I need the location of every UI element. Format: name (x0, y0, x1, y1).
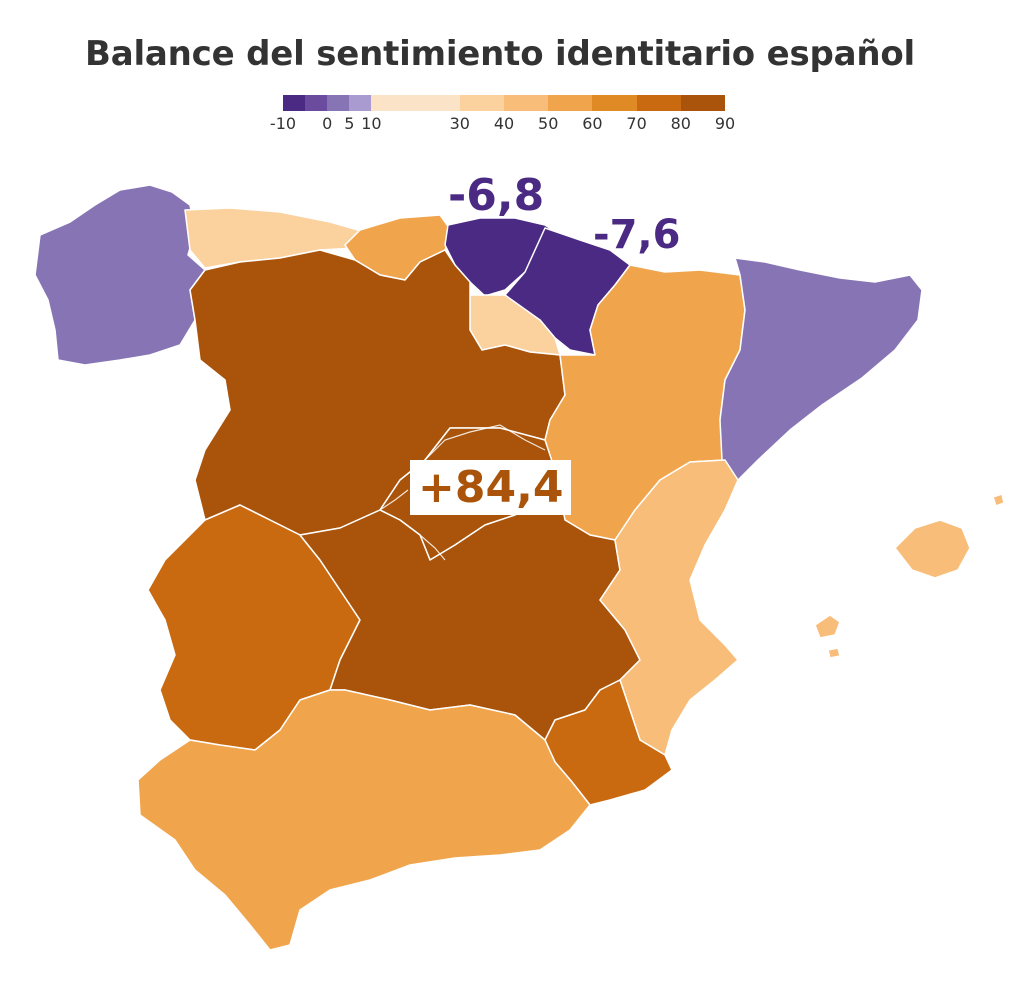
legend-swatch (283, 95, 306, 111)
legend-tick-label: 0 (322, 114, 333, 133)
region-galicia[interactable] (34, 184, 206, 366)
region-menorca[interactable] (992, 493, 1005, 507)
region-valencia[interactable] (599, 459, 739, 756)
legend-tick-label: 30 (449, 114, 470, 133)
legend-tick-label: 70 (626, 114, 647, 133)
color-legend (283, 95, 725, 111)
region-cataluna[interactable] (719, 257, 923, 481)
legend-tick-label: 80 (670, 114, 691, 133)
region-andalucia[interactable] (137, 689, 591, 951)
region-formentera[interactable] (827, 647, 841, 659)
legend-swatch (327, 95, 350, 111)
legend-labels: -10 0 5 10 30 40 50 60 70 80 90 (0, 114, 1024, 136)
legend-swatch (305, 95, 328, 111)
callout-navarra-value: -7,6 (593, 212, 681, 258)
legend-swatch (459, 95, 504, 111)
province-borders (379, 424, 546, 561)
legend-tick-label: 5 (344, 114, 355, 133)
legend-tick-label: 90 (714, 114, 736, 133)
legend-tick-label: -10 (269, 114, 297, 133)
legend-swatch (636, 95, 681, 111)
legend-tick-label: 40 (493, 114, 515, 133)
callout-madrid-value: +84,4 (410, 460, 572, 515)
region-ibiza[interactable] (814, 614, 841, 639)
map-title: Balance del sentimiento identitario espa… (85, 34, 915, 74)
legend-swatch (371, 95, 460, 111)
region-mallorca[interactable] (894, 519, 971, 579)
region-asturias[interactable] (184, 207, 366, 269)
legend-tick-label: 50 (538, 114, 559, 133)
legend-swatch (503, 95, 549, 111)
legend-swatch (548, 95, 593, 111)
legend-tick-label: 10 (361, 114, 382, 133)
legend-swatch (680, 95, 725, 111)
callout-pais-vasco-value: -6,8 (448, 170, 545, 221)
legend-tick-label: 60 (582, 114, 603, 133)
legend-swatch (592, 95, 637, 111)
legend-swatch (349, 95, 372, 111)
